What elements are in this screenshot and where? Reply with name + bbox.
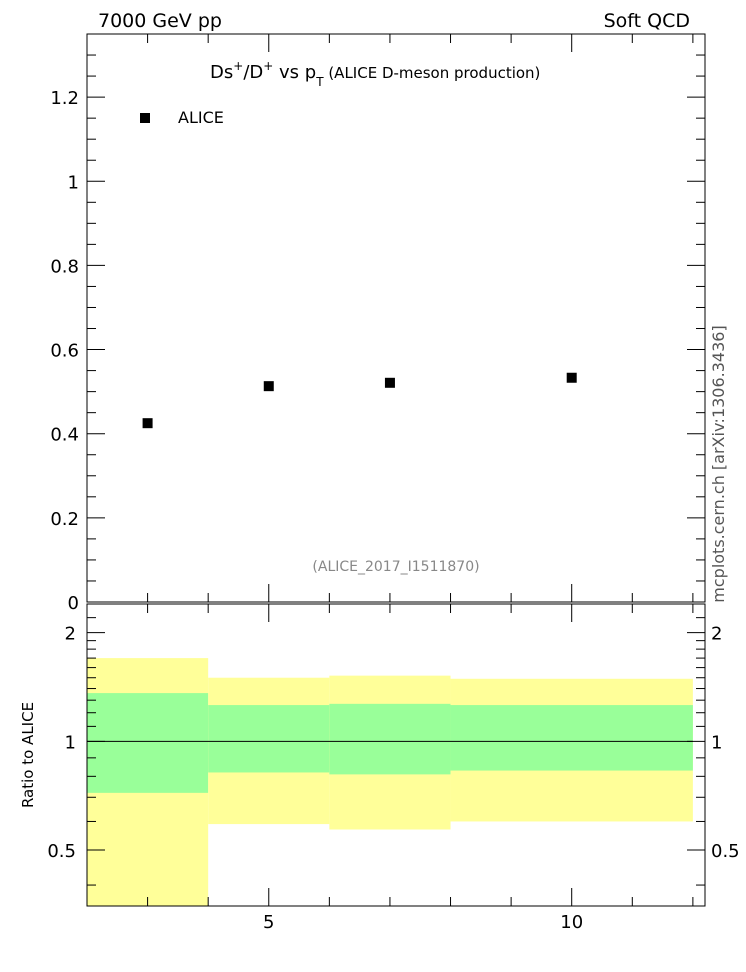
title-mid: /D bbox=[243, 62, 263, 83]
stat-uncertainty-band bbox=[87, 693, 209, 793]
lower-y-tick-label: 1 bbox=[65, 732, 76, 753]
data-point bbox=[566, 372, 577, 383]
lower-y-tick-label-right: 0.5 bbox=[711, 841, 740, 862]
stat-uncertainty-band bbox=[329, 703, 451, 775]
chart-title: Ds+/D+ vs pT (ALICE D-meson production) bbox=[210, 59, 540, 89]
ratio-bands bbox=[87, 658, 693, 906]
data-point bbox=[142, 418, 153, 429]
stat-uncertainty-band bbox=[208, 705, 330, 773]
upper-panel: 00.20.40.60.811.2 Ds+/D+ vs pT (ALICE D-… bbox=[50, 33, 706, 614]
data-point bbox=[384, 377, 395, 388]
legend-label: ALICE bbox=[178, 108, 224, 127]
upper-y-tick-label: 0.6 bbox=[50, 341, 79, 362]
lower-x-ticks: 5 10 bbox=[86, 604, 694, 933]
lower-y-tick-label: 2 bbox=[65, 624, 76, 645]
data-point bbox=[263, 381, 274, 392]
upper-y-ticks: 0 0.2 0.4 0.6 0.8 1 1.2 bbox=[50, 54, 705, 614]
upper-y-tick-label: 0.4 bbox=[50, 425, 79, 446]
upper-y-tick-label: 0.2 bbox=[50, 509, 79, 530]
header-left: 7000 GeV pp bbox=[98, 10, 222, 32]
title-main: Ds bbox=[210, 62, 233, 83]
legend-marker bbox=[140, 113, 150, 123]
title-sub: T bbox=[315, 75, 324, 89]
title-vs: vs p bbox=[273, 62, 316, 83]
side-label: mcplots.cern.ch [arXiv:1306.3436] bbox=[709, 325, 728, 602]
lower-frame bbox=[86, 603, 706, 907]
lower-y-tick-label: 0.5 bbox=[47, 841, 76, 862]
upper-y-tick-label: 0 bbox=[68, 593, 79, 614]
x-tick-label: 10 bbox=[560, 912, 583, 933]
ratio-y-label: Ratio to ALICE bbox=[19, 702, 37, 808]
upper-y-tick-label: 1.2 bbox=[50, 88, 79, 109]
upper-x-ticks bbox=[86, 34, 694, 602]
title-sup1: + bbox=[233, 59, 243, 73]
upper-y-tick-label: 0.8 bbox=[50, 256, 79, 277]
header-right: Soft QCD bbox=[604, 10, 690, 32]
stat-uncertainty-band bbox=[450, 705, 693, 771]
lower-panel: 0.5 0.5 1 1 2 2 5 10 Ratio to ALICE bbox=[19, 603, 740, 933]
title-suffix: (ALICE D-meson production) bbox=[324, 64, 541, 82]
lower-y-tick-label-right: 1 bbox=[711, 732, 722, 753]
analysis-id: (ALICE_2017_I1511870) bbox=[312, 559, 479, 575]
upper-frame bbox=[86, 33, 706, 603]
lower-y-ticks: 0.5 0.5 1 1 2 2 bbox=[47, 617, 740, 886]
upper-y-tick-label: 1 bbox=[68, 172, 79, 193]
title-sup2: + bbox=[263, 59, 273, 73]
lower-y-tick-label-right: 2 bbox=[711, 624, 722, 645]
data-points bbox=[142, 372, 577, 429]
x-tick-label: 5 bbox=[263, 912, 274, 933]
